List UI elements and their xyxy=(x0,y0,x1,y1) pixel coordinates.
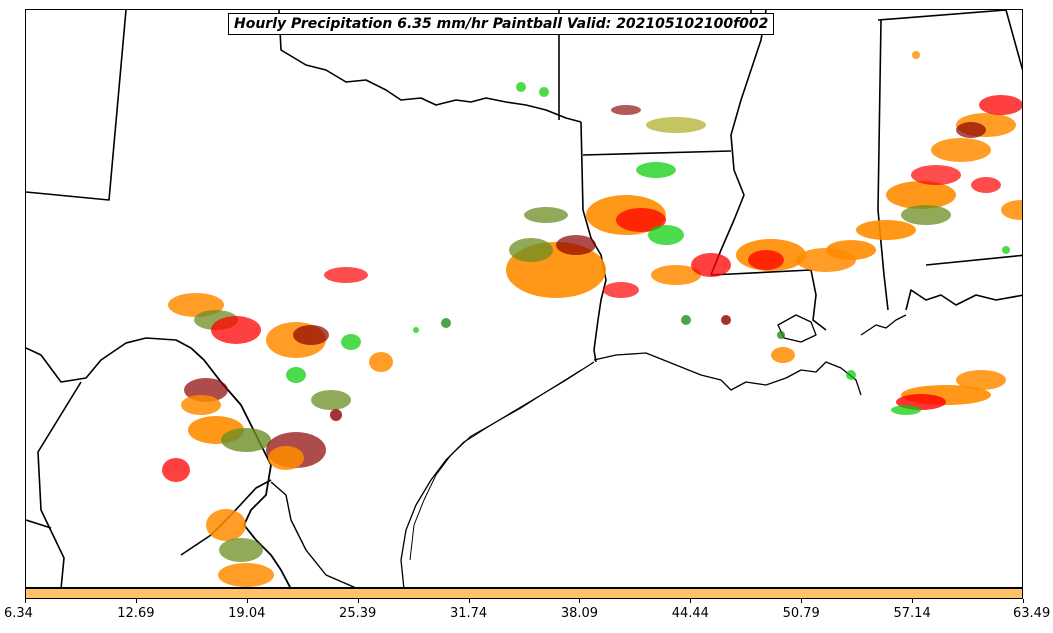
paintball-blob xyxy=(691,253,731,277)
colorbar-tick-mark xyxy=(912,599,914,603)
paintball-blob xyxy=(221,428,271,452)
paintball-blob xyxy=(219,538,263,562)
paintball-speck xyxy=(441,318,451,328)
colorbar-tick-label: 50.79 xyxy=(782,606,820,621)
paintball-blob xyxy=(162,458,190,482)
paintball-blob xyxy=(611,105,641,115)
paintball-blob xyxy=(603,282,639,298)
colorbar xyxy=(25,588,1023,599)
colorbar-tick-mark xyxy=(1023,599,1024,603)
state-boundary-west-1 xyxy=(26,10,127,201)
colorbar-tick-label: 19.04 xyxy=(228,606,266,621)
precipitation-map xyxy=(26,10,1022,587)
paintball-blob xyxy=(771,347,795,363)
paintball-blob xyxy=(341,334,361,350)
texas-barrier-islands xyxy=(409,369,582,561)
paintball-blob xyxy=(956,122,986,138)
mississippi-river xyxy=(710,10,767,276)
lake-pontchartrain xyxy=(777,314,817,343)
colorbar-tick-label: 63.49 xyxy=(1013,606,1051,621)
paintball-blob xyxy=(979,95,1022,115)
paintball-blob xyxy=(218,563,274,587)
mississippi-state-line xyxy=(710,269,827,331)
paintball-blob xyxy=(911,165,961,185)
paintball-speck xyxy=(721,315,731,325)
paintball-speck xyxy=(846,370,856,380)
paintball-blob xyxy=(901,205,951,225)
colorbar-tick-mark xyxy=(357,599,359,603)
map-title: Hourly Precipitation 6.35 mm/hr Paintbal… xyxy=(228,13,775,35)
red-river-boundary xyxy=(278,10,582,123)
map-panel xyxy=(25,9,1023,588)
paintball-blob xyxy=(286,367,306,383)
colorbar-tick-label: 44.44 xyxy=(671,606,709,621)
paintball-blob xyxy=(646,117,706,133)
paintball-blob xyxy=(1001,200,1022,220)
arkansas-southern-line xyxy=(582,150,732,156)
paintball-blob xyxy=(648,225,684,245)
paintball-blob xyxy=(651,265,701,285)
paintball-speck xyxy=(539,87,549,97)
paintball-blob xyxy=(206,509,246,541)
precipitation-paintballs xyxy=(162,51,1022,587)
alabama-coast xyxy=(860,314,907,336)
paintball-blob xyxy=(369,352,393,372)
paintball-blob xyxy=(311,390,351,410)
state-boundary-west-2 xyxy=(26,337,192,383)
texas-gulf-coast xyxy=(400,361,595,587)
paintball-speck xyxy=(681,315,691,325)
paintball-blob xyxy=(891,405,921,415)
paintball-blob xyxy=(931,138,991,162)
state-boundary-west-4 xyxy=(26,519,52,529)
paintball-blob xyxy=(324,267,368,283)
colorbar-tick-label: 31.74 xyxy=(449,606,488,621)
paintball-blob xyxy=(956,370,1006,390)
paintball-blob xyxy=(181,395,221,415)
paintball-blob xyxy=(748,250,784,270)
paintball-speck xyxy=(516,82,526,92)
louisiana-coast xyxy=(593,352,862,396)
paintball-blob xyxy=(886,181,956,209)
colorbar-tick-mark xyxy=(246,599,248,603)
paintball-blob xyxy=(826,240,876,260)
colorbar-tick-label: 57.14 xyxy=(893,606,931,621)
paintball-blob xyxy=(636,162,676,178)
paintball-speck xyxy=(413,327,419,333)
mexico-state-line-2 xyxy=(270,481,356,587)
alabama-georgia-line xyxy=(1005,10,1022,71)
colorbar-tick-label: 25.39 xyxy=(339,606,377,621)
paintball-blob xyxy=(616,208,666,232)
paintball-blob xyxy=(293,325,329,345)
colorbar-tick-label: 12.69 xyxy=(117,606,155,621)
paintball-speck xyxy=(777,331,785,339)
paintball-blob xyxy=(856,220,916,240)
tennessee-line xyxy=(877,10,1007,21)
sabine-river-boundary xyxy=(580,121,607,363)
colorbar-tick-mark xyxy=(135,599,137,603)
paintball-blob xyxy=(211,316,261,344)
state-boundary-west-3 xyxy=(37,381,82,587)
colorbar-tick-mark xyxy=(801,599,803,603)
colorbar-tick-mark xyxy=(579,599,581,603)
florida-panhandle-line xyxy=(905,289,1022,311)
paintball-speck xyxy=(330,409,342,421)
paintball-blob xyxy=(971,177,1001,193)
georgia-florida-line xyxy=(925,254,1022,266)
paintball-blob xyxy=(524,207,568,223)
paintball-speck xyxy=(1002,246,1010,254)
paintball-blob xyxy=(268,446,304,470)
colorbar-tick-label: 38.09 xyxy=(560,606,599,621)
colorbar-tick-mark xyxy=(690,599,692,603)
paintball-blob xyxy=(509,238,553,262)
colorbar-tick-label: 6.34 xyxy=(4,606,33,621)
paintball-blob xyxy=(556,235,596,255)
colorbar-tick-mark xyxy=(25,599,26,603)
paintball-speck xyxy=(912,51,920,59)
colorbar-tick-mark xyxy=(468,599,470,603)
